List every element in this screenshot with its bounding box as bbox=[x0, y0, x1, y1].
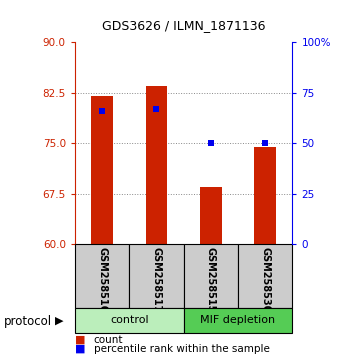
Text: GDS3626 / ILMN_1871136: GDS3626 / ILMN_1871136 bbox=[102, 19, 265, 33]
Text: GSM258515: GSM258515 bbox=[206, 247, 216, 313]
Bar bbox=[129, 244, 184, 308]
Text: ■: ■ bbox=[75, 335, 85, 345]
Bar bbox=[75, 244, 129, 308]
Bar bbox=[238, 244, 292, 308]
Text: GSM258530: GSM258530 bbox=[260, 247, 270, 313]
Bar bbox=[184, 244, 238, 308]
Bar bbox=[146, 86, 167, 244]
Text: percentile rank within the sample: percentile rank within the sample bbox=[94, 344, 269, 354]
Text: GSM258517: GSM258517 bbox=[151, 247, 162, 313]
Bar bbox=[200, 187, 222, 244]
Text: GSM258516: GSM258516 bbox=[97, 247, 107, 313]
Bar bbox=[91, 96, 113, 244]
Text: count: count bbox=[94, 335, 123, 345]
Text: MIF depletion: MIF depletion bbox=[201, 315, 275, 325]
Text: ■: ■ bbox=[75, 344, 85, 354]
Bar bbox=[184, 308, 292, 333]
Bar bbox=[75, 308, 184, 333]
Text: protocol: protocol bbox=[3, 315, 52, 327]
Bar bbox=[254, 147, 276, 244]
Text: ▶: ▶ bbox=[55, 316, 64, 326]
Text: control: control bbox=[110, 315, 149, 325]
